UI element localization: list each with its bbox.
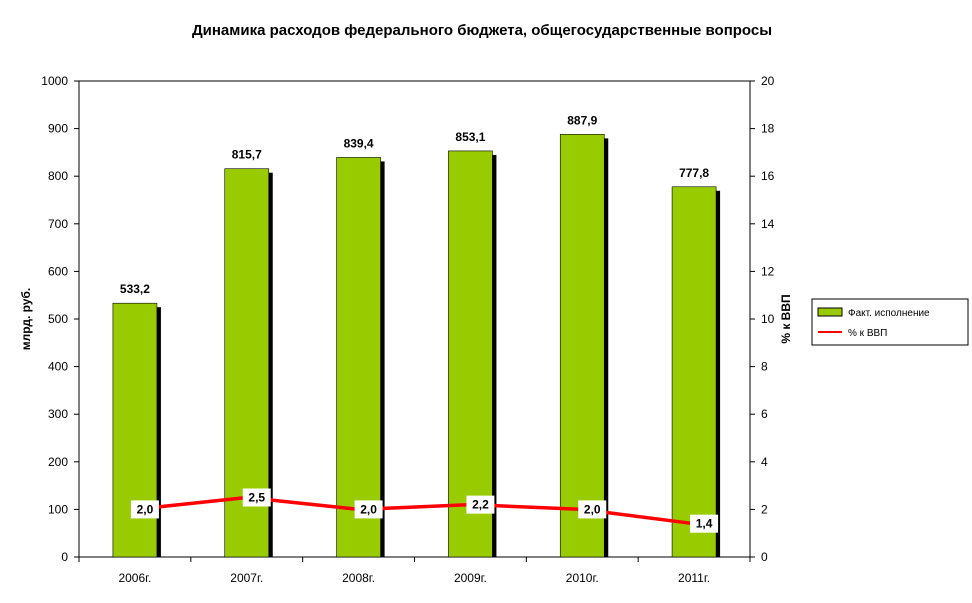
line-group: 2,0 2,5 2,0 2,2 2,0 1,4 (130, 488, 719, 533)
y2-axis-title: % к ВВП (779, 294, 793, 343)
y2-tick-label: 18 (761, 122, 775, 136)
plot-area (78, 80, 751, 558)
x-axis: 2006г. 2007г. 2008г. 2009г. 2010г. 2011г. (78, 557, 751, 585)
legend-swatch-bar (817, 307, 843, 317)
y2-tick-label: 4 (761, 455, 768, 469)
y2-tick-label: 8 (761, 360, 768, 374)
line-label-bg (466, 495, 495, 514)
bar (559, 134, 605, 558)
right-axis: 0 2 4 6 8 10 12 14 16 18 20 (750, 74, 775, 564)
x-tick-label: 2008г. (342, 571, 375, 585)
y-tick-label: 400 (48, 360, 68, 374)
y-tick-label: 200 (48, 455, 68, 469)
bar (671, 186, 717, 558)
y2-tick-label: 6 (761, 407, 768, 421)
line-label-bg (354, 500, 383, 519)
line-label-bg (130, 500, 159, 519)
bar-value-label: 839,4 (344, 136, 374, 150)
bar-value-label: 777,8 (679, 166, 709, 180)
line-value-label: 2,0 (137, 502, 154, 516)
bar (112, 302, 158, 558)
y-tick-label: 600 (48, 264, 68, 278)
y2-tick-label: 12 (761, 264, 775, 278)
y-tick-label: 300 (48, 407, 68, 421)
y2-tick-label: 20 (761, 74, 775, 88)
legend-label-bar: Факт. исполнение (848, 308, 930, 319)
line-label-bg (578, 500, 607, 519)
y-axis-title: млрд. руб. (19, 288, 33, 350)
bar-value-label: 815,7 (232, 148, 262, 162)
x-tick-label: 2006г. (118, 571, 151, 585)
y2-tick-label: 14 (761, 217, 775, 231)
x-tick-label: 2010г. (566, 571, 599, 585)
bar (448, 150, 493, 558)
y2-tick-label: 16 (761, 169, 775, 183)
bar (336, 157, 381, 558)
line-label-bg (690, 514, 719, 533)
chart-title: Динамика расходов федерального бюджета, … (192, 22, 772, 39)
line-value-label: 2,0 (360, 502, 377, 516)
y-tick-label: 0 (61, 550, 68, 564)
y-tick-label: 500 (48, 312, 68, 326)
legend: Факт. исполнение % к ВВП (811, 298, 969, 346)
line-value-label: 1,4 (696, 517, 713, 531)
y-tick-label: 900 (48, 122, 68, 136)
bar-value-label: 853,1 (455, 130, 485, 144)
legend-box (811, 298, 969, 346)
x-tick-label: 2009г. (454, 571, 487, 585)
y2-tick-label: 0 (761, 550, 768, 564)
y2-tick-label: 10 (761, 312, 775, 326)
y-tick-label: 800 (48, 169, 68, 183)
y-tick-label: 700 (48, 217, 68, 231)
bar-value-label: 887,9 (567, 113, 597, 127)
bar-value-label: 533,2 (120, 282, 150, 296)
y-tick-label: 1000 (41, 74, 68, 88)
line-value-label: 2,2 (472, 498, 489, 512)
line-value-label: 2,0 (584, 502, 601, 516)
line-value-label: 2,5 (248, 491, 265, 505)
y-tick-label: 100 (48, 502, 68, 516)
x-tick-label: 2011г. (678, 571, 710, 585)
y2-tick-label: 2 (761, 502, 768, 516)
left-axis: 0 100 200 300 400 500 600 700 800 900 1000 (41, 74, 79, 564)
legend-label-line: % к ВВП (848, 328, 887, 339)
line-label-bg (242, 488, 271, 507)
x-tick-label: 2007г. (230, 571, 263, 585)
